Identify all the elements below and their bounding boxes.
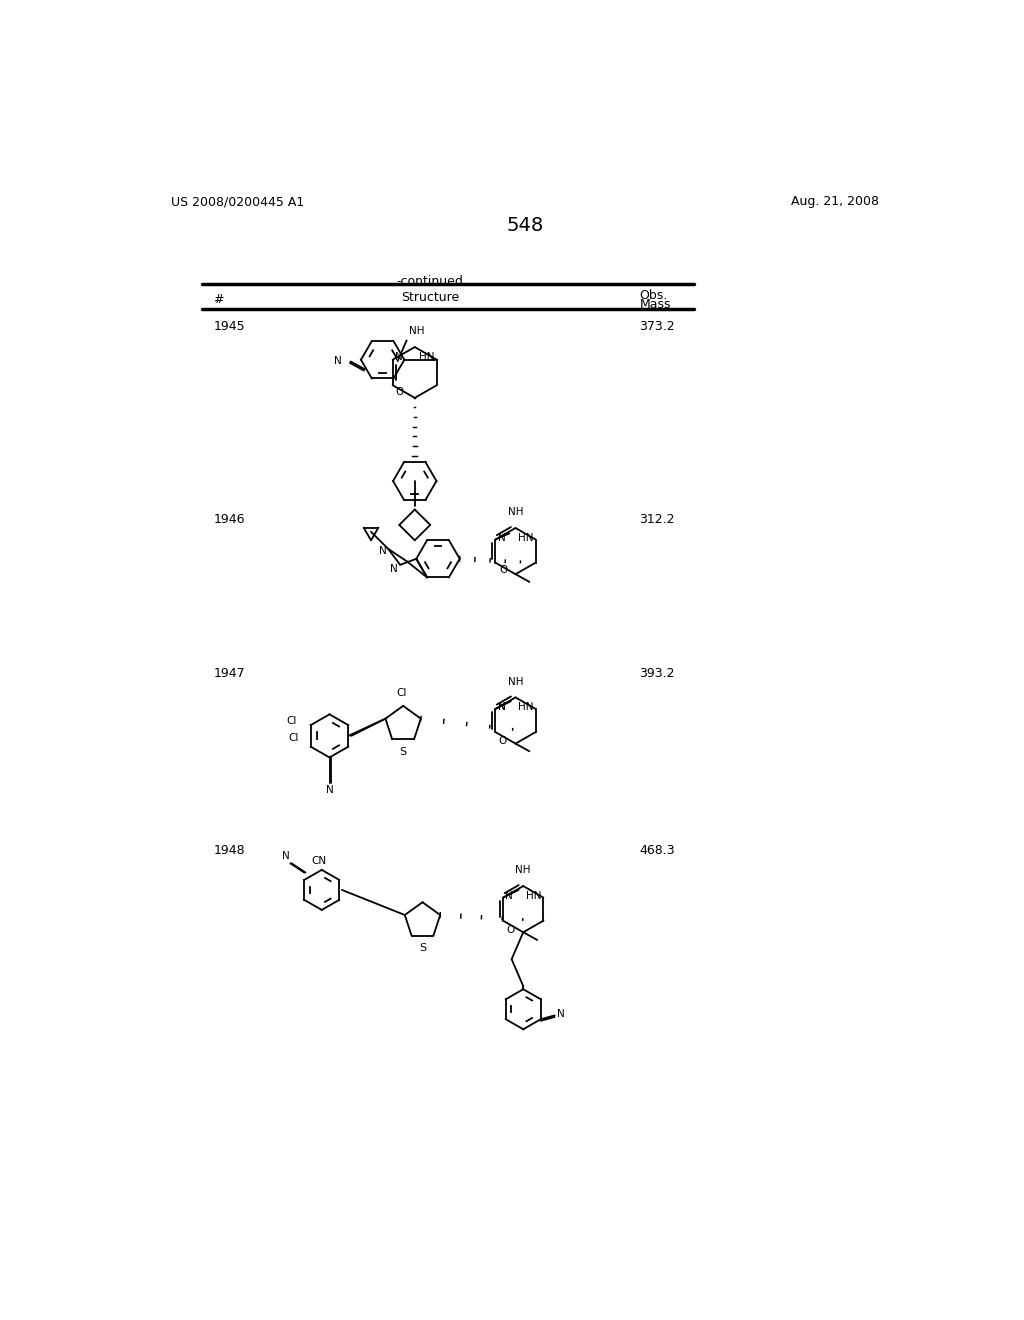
Text: N: N	[498, 702, 506, 713]
Text: N: N	[506, 891, 513, 902]
Text: N: N	[282, 851, 290, 861]
Text: -continued: -continued	[397, 276, 464, 289]
Text: Mass: Mass	[640, 298, 671, 310]
Text: N: N	[326, 785, 334, 795]
Text: N: N	[557, 1008, 564, 1019]
Text: Cl: Cl	[396, 688, 407, 698]
Text: CN: CN	[311, 857, 327, 866]
Text: 1945: 1945	[213, 321, 245, 333]
Text: 312.2: 312.2	[640, 512, 675, 525]
Text: Cl: Cl	[287, 717, 297, 726]
Text: O: O	[395, 388, 403, 397]
Text: NH: NH	[508, 677, 523, 686]
Text: #: #	[213, 293, 224, 306]
Text: S: S	[399, 747, 407, 756]
Text: 1948: 1948	[213, 843, 245, 857]
Text: HN: HN	[419, 352, 434, 363]
Text: S: S	[419, 944, 426, 953]
Text: 1946: 1946	[213, 512, 245, 525]
Text: N: N	[335, 355, 342, 366]
Text: HN: HN	[518, 533, 534, 543]
Text: US 2008/0200445 A1: US 2008/0200445 A1	[171, 195, 304, 209]
Text: N: N	[498, 702, 506, 713]
Text: HN: HN	[518, 702, 534, 713]
Text: O: O	[500, 565, 508, 576]
Text: NH: NH	[515, 866, 531, 875]
Text: HN: HN	[525, 891, 541, 902]
Text: 373.2: 373.2	[640, 321, 675, 333]
Text: N: N	[498, 533, 506, 543]
Text: Obs.: Obs.	[640, 289, 668, 302]
Text: 548: 548	[506, 216, 544, 235]
Text: O: O	[506, 924, 514, 935]
Text: N: N	[379, 546, 386, 556]
Text: NH: NH	[409, 326, 424, 337]
Text: Aug. 21, 2008: Aug. 21, 2008	[791, 195, 879, 209]
Text: 1947: 1947	[213, 667, 245, 680]
Text: Structure: Structure	[401, 290, 460, 304]
Text: O: O	[499, 737, 507, 746]
Text: N: N	[395, 352, 402, 363]
Text: N: N	[390, 564, 398, 574]
Text: 393.2: 393.2	[640, 667, 675, 680]
Text: NH: NH	[508, 507, 523, 517]
Text: 468.3: 468.3	[640, 843, 675, 857]
Text: Cl: Cl	[288, 733, 299, 743]
